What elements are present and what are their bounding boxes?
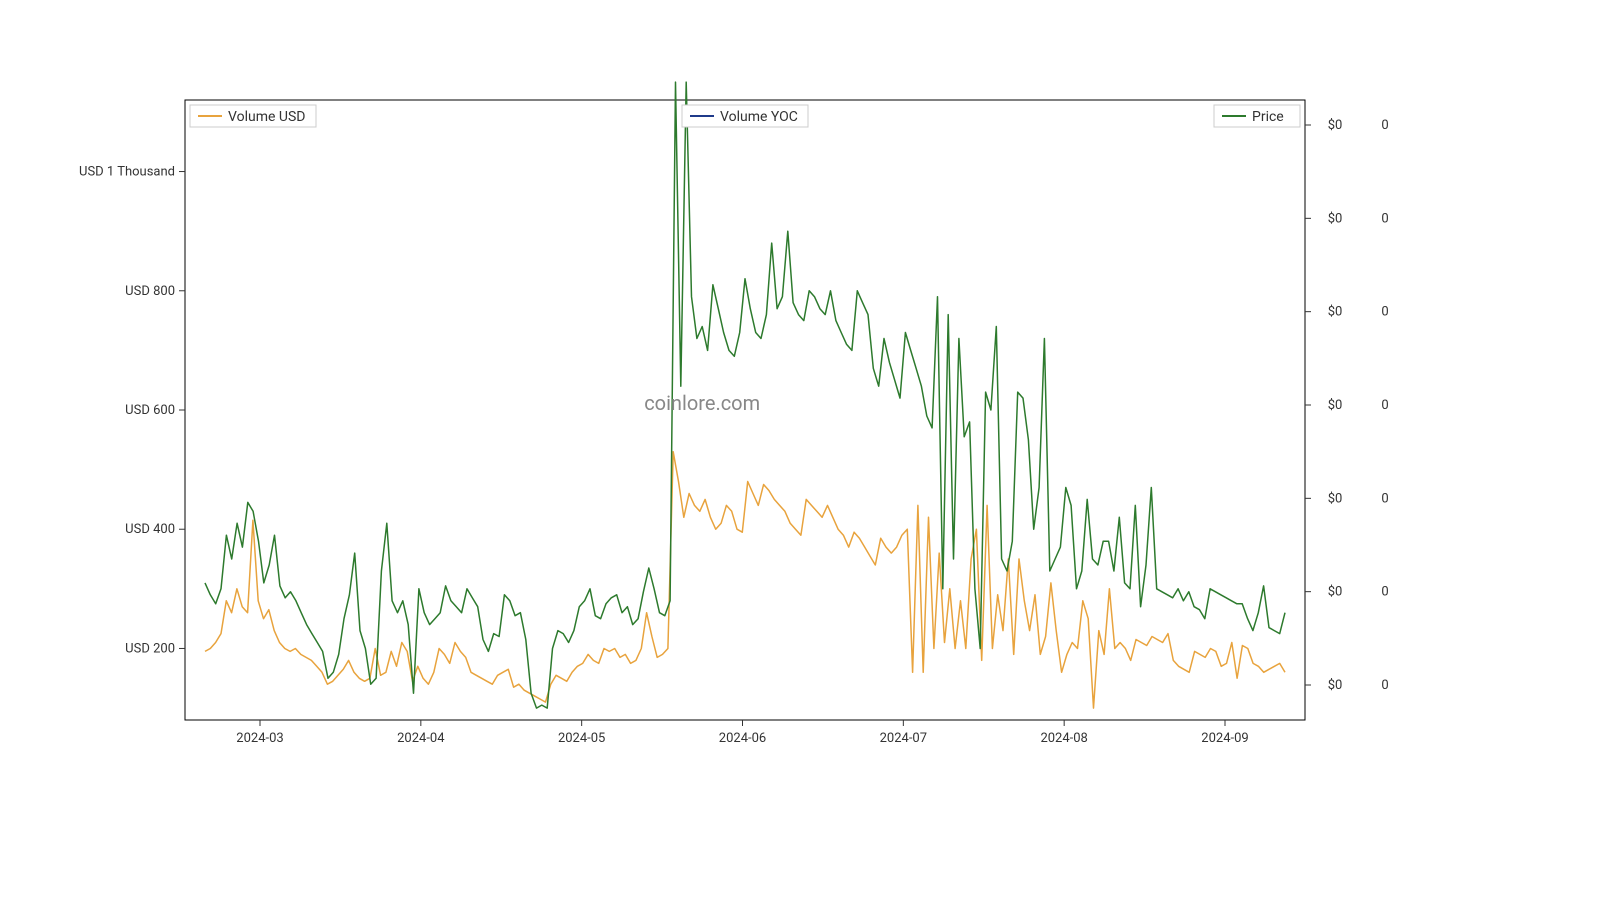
y-label-right2: 0	[1381, 398, 1388, 413]
y-label-right2: 0	[1381, 118, 1388, 133]
legend-volume-usd-label: Volume USD	[228, 109, 305, 125]
y-label-right1: $0	[1328, 398, 1343, 413]
y-label-right2: 0	[1381, 211, 1388, 226]
x-label: 2024-05	[558, 731, 605, 746]
series-line	[205, 452, 1285, 708]
y-label-left: USD 800	[125, 284, 175, 299]
y-label-right1: $0	[1328, 118, 1343, 133]
x-label: 2024-09	[1201, 731, 1248, 746]
y-label-left: USD 1 Thousand	[79, 165, 175, 180]
chart-svg: USD 200 USD 400 USD 600 USD 800 USD 1 Thousa…	[0, 0, 1600, 900]
legend-price-label: Price	[1252, 109, 1284, 125]
y-label-right2: 0	[1381, 678, 1388, 693]
y-label-right1: $0	[1328, 585, 1343, 600]
y-label-left: USD 400	[125, 522, 175, 537]
x-label: 2024-08	[1040, 731, 1087, 746]
chart-container: USD 200 USD 400 USD 600 USD 800 USD 1 Thousa…	[0, 0, 1600, 900]
y-label-right1: $0	[1328, 491, 1343, 506]
y-label-right2: 0	[1381, 585, 1388, 600]
x-label: 2024-06	[719, 731, 766, 746]
legend-volume-yoc-label: Volume YOC	[720, 109, 798, 125]
watermark: coinlore.com	[644, 391, 760, 415]
x-label: 2024-04	[397, 731, 445, 746]
y-label-left: USD 600	[125, 403, 175, 418]
y-label-right1: $0	[1328, 305, 1343, 320]
y-label-right1: $0	[1328, 211, 1343, 226]
x-label: 2024-07	[880, 731, 927, 746]
y-label-right2: 0	[1381, 305, 1388, 320]
y-label-left: USD 200	[125, 641, 175, 656]
x-label: 2024-03	[236, 731, 283, 746]
y-label-right1: $0	[1328, 678, 1343, 693]
y-label-right2: 0	[1381, 491, 1388, 506]
